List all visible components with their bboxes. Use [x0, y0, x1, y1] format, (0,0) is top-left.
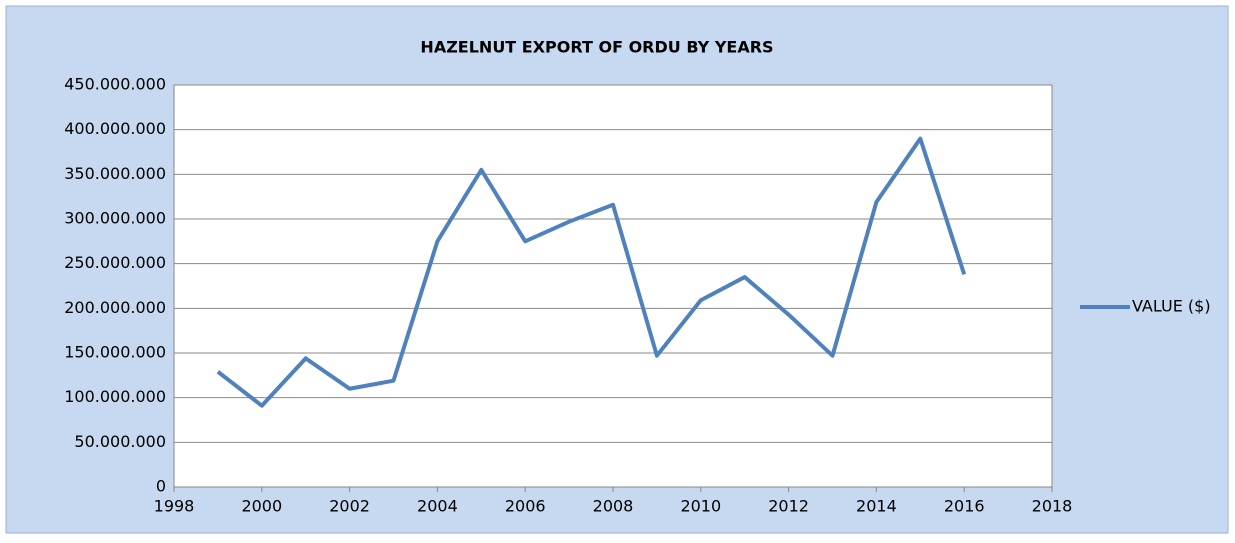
x-tick-label: 2002 [329, 497, 370, 516]
x-tick-label: 2018 [1032, 497, 1073, 516]
y-tick-label: 150.000.000 [64, 343, 166, 362]
x-tick-label: 2016 [944, 497, 985, 516]
legend-label: VALUE ($) [1132, 297, 1211, 316]
x-tick-label: 2014 [856, 497, 897, 516]
x-tick-label: 2010 [680, 497, 721, 516]
x-tick-label: 2012 [768, 497, 809, 516]
x-tick-label: 2008 [593, 497, 634, 516]
data-line [216, 136, 967, 408]
x-tick-label: 2004 [417, 497, 458, 516]
x-tick-label: 1998 [154, 497, 195, 516]
y-tick-label: 0 [156, 477, 166, 496]
y-tick-label: 250.000.000 [64, 253, 166, 272]
y-tick-label: 50.000.000 [74, 432, 166, 451]
x-tick-label: 2006 [505, 497, 546, 516]
y-tick-label: 300.000.000 [64, 209, 166, 228]
y-tick-label: 200.000.000 [64, 298, 166, 317]
x-tick-label: 2000 [241, 497, 282, 516]
y-tick-label: 450.000.000 [64, 75, 166, 94]
y-tick-label: 100.000.000 [64, 387, 166, 406]
chart-title: HAZELNUT EXPORT OF ORDU BY YEARS [420, 38, 773, 57]
plot-area [173, 84, 1053, 488]
y-tick-label: 350.000.000 [64, 164, 166, 183]
y-tick-label: 400.000.000 [64, 119, 166, 138]
